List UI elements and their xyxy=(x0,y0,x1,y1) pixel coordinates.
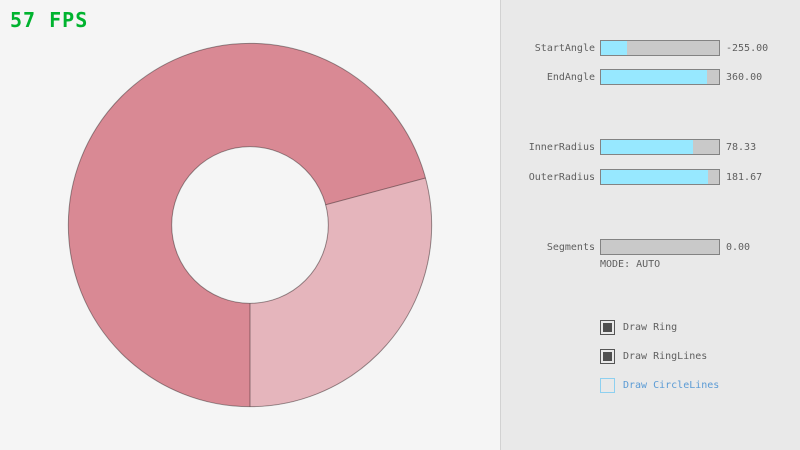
slider-row-inner-radius: InnerRadius 78.33 xyxy=(465,139,800,155)
draw-circlelines-label: Draw CircleLines xyxy=(623,380,720,391)
draw-ringlines-label: Draw RingLines xyxy=(623,351,708,362)
slider-row-start-angle: StartAngle -255.00 xyxy=(465,40,800,56)
ring-inner-line xyxy=(171,146,329,304)
inner-radius-slider[interactable] xyxy=(600,139,720,155)
end-angle-slider[interactable] xyxy=(600,69,720,85)
end-angle-value: 360.00 xyxy=(726,71,763,83)
outer-radius-value: 181.67 xyxy=(726,171,763,183)
slider-row-outer-radius: OuterRadius 181.67 xyxy=(465,169,800,185)
slider-fill xyxy=(601,41,627,55)
fps-counter: 57 FPS xyxy=(10,8,89,32)
start-angle-label: StartAngle xyxy=(534,42,595,54)
draw-ring-label: Draw Ring xyxy=(623,322,678,333)
outer-radius-slider[interactable] xyxy=(600,169,720,185)
ring-cap-line-right xyxy=(325,177,426,206)
checkbox-box[interactable] xyxy=(600,320,615,335)
checkbox-check xyxy=(603,352,612,361)
inner-radius-value: 78.33 xyxy=(726,141,757,153)
segments-value: 0.00 xyxy=(726,241,751,253)
inner-radius-label: InnerRadius xyxy=(528,141,595,153)
checkbox-check xyxy=(603,323,612,332)
draw-ring-checkbox[interactable]: Draw Ring xyxy=(600,320,677,335)
draw-circlelines-checkbox[interactable]: Draw CircleLines xyxy=(600,378,719,393)
ring-outer-line xyxy=(67,42,433,408)
slider-row-end-angle: EndAngle 360.00 xyxy=(465,69,800,85)
outer-radius-label: OuterRadius xyxy=(528,171,595,183)
slider-row-segments: Segments 0.00 xyxy=(465,239,800,255)
checkbox-box[interactable] xyxy=(600,349,615,364)
checkbox-box[interactable] xyxy=(600,378,615,393)
segments-mode-label: MODE: AUTO xyxy=(600,259,661,270)
end-angle-label: EndAngle xyxy=(546,71,595,83)
draw-ringlines-checkbox[interactable]: Draw RingLines xyxy=(600,349,707,364)
start-angle-value: -255.00 xyxy=(726,42,769,54)
slider-fill xyxy=(601,140,694,154)
start-angle-slider[interactable] xyxy=(600,40,720,56)
slider-fill xyxy=(601,70,708,84)
slider-fill xyxy=(601,170,709,184)
segments-label: Segments xyxy=(546,241,595,253)
ring-single-pass-sector xyxy=(250,177,432,407)
segments-slider[interactable] xyxy=(600,239,720,255)
